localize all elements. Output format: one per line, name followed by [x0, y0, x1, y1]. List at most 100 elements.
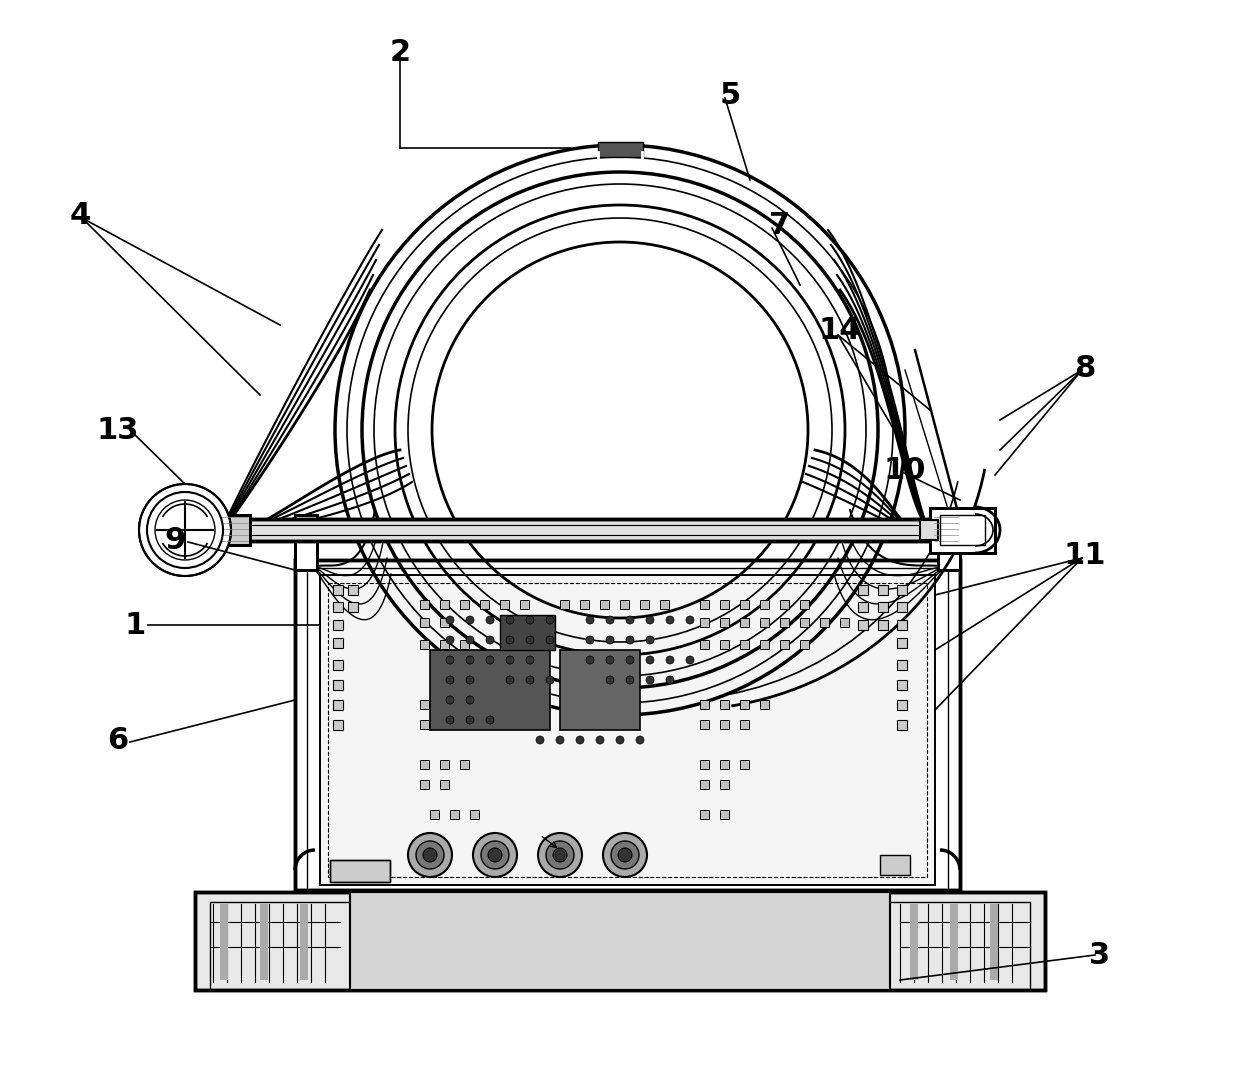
Bar: [460, 600, 469, 609]
Bar: [701, 720, 709, 729]
Text: 6: 6: [108, 726, 129, 754]
Circle shape: [526, 676, 534, 685]
Circle shape: [466, 697, 474, 704]
Bar: [600, 600, 609, 609]
Circle shape: [472, 833, 517, 877]
Bar: [897, 602, 906, 611]
Bar: [897, 720, 906, 730]
Bar: [858, 620, 868, 630]
Bar: [260, 904, 268, 980]
Bar: [440, 600, 449, 609]
Bar: [701, 760, 709, 770]
Bar: [460, 640, 469, 649]
Bar: [910, 904, 918, 980]
Bar: [420, 700, 429, 708]
Bar: [760, 700, 769, 708]
Bar: [560, 650, 640, 730]
Bar: [500, 700, 508, 708]
Circle shape: [489, 848, 502, 862]
Bar: [480, 600, 489, 609]
Circle shape: [526, 616, 534, 623]
Circle shape: [423, 848, 436, 862]
Circle shape: [686, 616, 694, 623]
Circle shape: [466, 676, 474, 685]
Circle shape: [606, 616, 614, 623]
Circle shape: [486, 716, 494, 724]
Circle shape: [587, 656, 594, 664]
Bar: [760, 618, 769, 627]
Bar: [440, 780, 449, 789]
Bar: [930, 508, 994, 553]
Circle shape: [626, 676, 634, 685]
Text: 1: 1: [124, 610, 145, 640]
Bar: [440, 618, 449, 627]
Bar: [350, 892, 890, 990]
Bar: [334, 620, 343, 630]
Circle shape: [618, 848, 632, 862]
Bar: [440, 720, 449, 729]
Circle shape: [506, 616, 515, 623]
Bar: [219, 904, 228, 980]
Circle shape: [603, 833, 647, 877]
Bar: [420, 780, 429, 789]
Bar: [334, 720, 343, 730]
Circle shape: [666, 616, 675, 623]
Bar: [520, 600, 529, 609]
Bar: [937, 514, 960, 570]
Bar: [720, 618, 729, 627]
Bar: [800, 618, 808, 627]
Circle shape: [646, 635, 653, 644]
Bar: [880, 855, 910, 875]
Bar: [560, 600, 569, 609]
Bar: [195, 892, 1045, 990]
Circle shape: [536, 736, 544, 744]
Bar: [701, 810, 709, 819]
Circle shape: [506, 656, 515, 664]
Bar: [420, 600, 429, 609]
Bar: [219, 514, 250, 545]
Bar: [701, 780, 709, 789]
Circle shape: [446, 635, 454, 644]
Bar: [930, 508, 994, 553]
Circle shape: [415, 841, 444, 869]
Bar: [329, 583, 928, 877]
Bar: [334, 661, 343, 670]
Bar: [334, 638, 343, 647]
Bar: [348, 585, 358, 595]
Bar: [420, 640, 429, 649]
Bar: [937, 514, 960, 570]
Bar: [701, 700, 709, 708]
Circle shape: [646, 656, 653, 664]
Circle shape: [139, 484, 231, 576]
Bar: [295, 514, 317, 570]
Circle shape: [546, 616, 554, 623]
Circle shape: [646, 616, 653, 623]
Bar: [878, 620, 888, 630]
Bar: [740, 600, 749, 609]
Bar: [940, 514, 985, 545]
Circle shape: [546, 676, 554, 685]
Bar: [334, 700, 343, 710]
Bar: [720, 640, 729, 649]
Circle shape: [686, 656, 694, 664]
Circle shape: [626, 656, 634, 664]
Bar: [990, 904, 998, 980]
Circle shape: [538, 833, 582, 877]
Bar: [440, 760, 449, 770]
Bar: [701, 600, 709, 609]
Bar: [320, 576, 935, 885]
Circle shape: [596, 736, 604, 744]
Circle shape: [587, 635, 594, 644]
Bar: [500, 600, 508, 609]
Bar: [740, 720, 749, 729]
Bar: [500, 615, 556, 650]
Bar: [740, 760, 749, 770]
Circle shape: [636, 736, 644, 744]
Bar: [839, 618, 849, 627]
Bar: [878, 585, 888, 595]
Bar: [897, 700, 906, 710]
Circle shape: [466, 616, 474, 623]
Bar: [800, 600, 808, 609]
Text: 11: 11: [1064, 541, 1106, 569]
Bar: [330, 860, 391, 882]
